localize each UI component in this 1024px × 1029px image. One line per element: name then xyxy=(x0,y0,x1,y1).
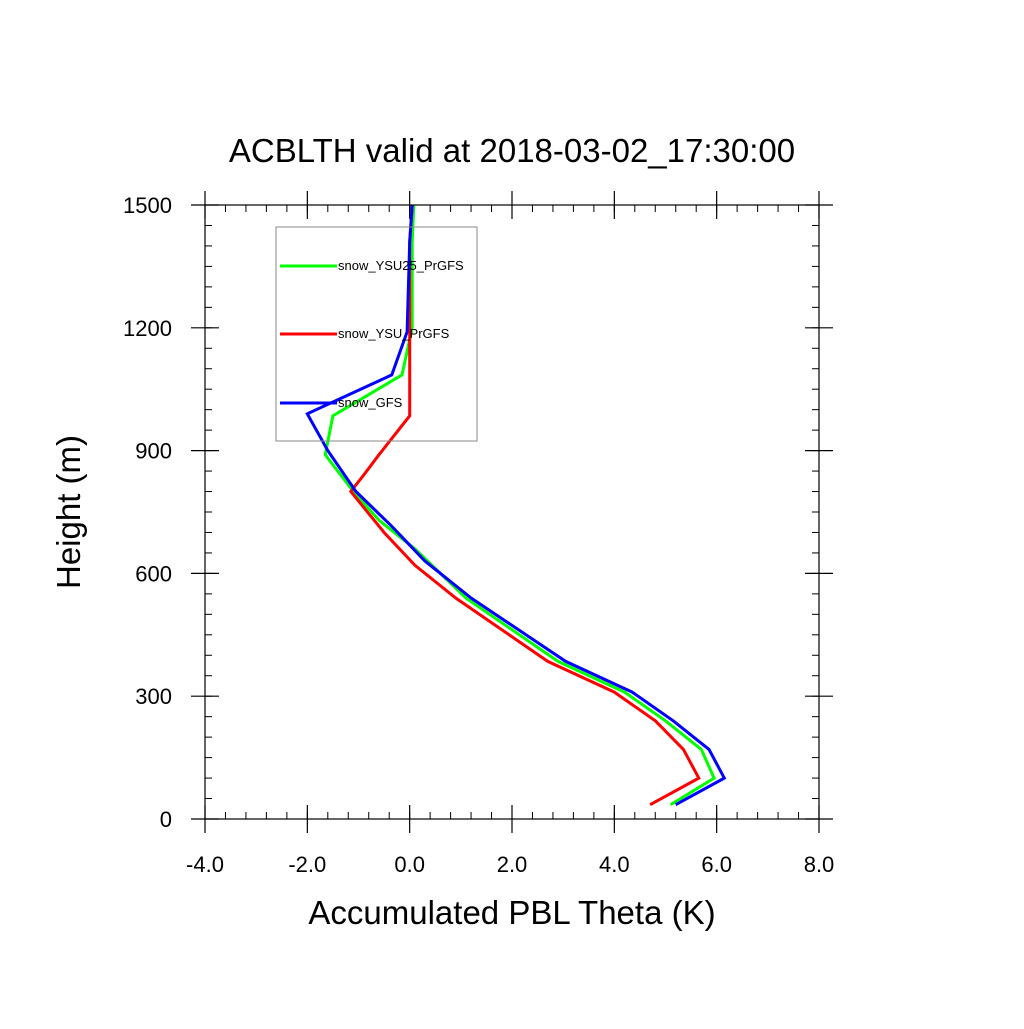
legend-label: snow_YSU25_PrGFS xyxy=(338,258,464,273)
series-line xyxy=(305,204,727,807)
x-tick-label: -4.0 xyxy=(186,852,224,877)
x-tick-label: -2.0 xyxy=(288,852,326,877)
series-line xyxy=(323,204,717,806)
axis-ticks: -4.0 -2.0 0.0 2.0 4.0 6.0 8.0 0 300 600 900 1200 150… xyxy=(123,191,834,877)
legend-label: snow_GFS xyxy=(338,395,403,410)
series-lines xyxy=(305,204,727,807)
x-tick-label: 4.0 xyxy=(599,852,630,877)
x-tick-label: 0.0 xyxy=(394,852,425,877)
y-axis-title: Height (m) xyxy=(50,435,87,589)
y-tick-label: 300 xyxy=(135,684,172,709)
x-axis-title: Accumulated PBL Theta (K) xyxy=(308,894,715,931)
y-tick-label: 1200 xyxy=(123,316,172,341)
y-tick-label: 1500 xyxy=(123,193,172,218)
legend-label: snow_YSU_PrGFS xyxy=(338,326,450,341)
x-tick-label: 8.0 xyxy=(804,852,835,877)
legend-box xyxy=(275,226,478,442)
legend: snow_YSU25_PrGFS snow_YSU_PrGFS snow_GFS xyxy=(275,226,478,442)
series-line xyxy=(348,204,701,807)
plot-area-frame xyxy=(204,204,820,820)
y-tick-label: 600 xyxy=(135,561,172,586)
x-tick-label: 2.0 xyxy=(497,852,528,877)
x-tick-label: 6.0 xyxy=(701,852,732,877)
y-tick-label: 900 xyxy=(135,439,172,464)
chart-title: ACBLTH valid at 2018-03-02_17:30:00 xyxy=(229,132,795,169)
y-tick-label: 0 xyxy=(160,807,172,832)
